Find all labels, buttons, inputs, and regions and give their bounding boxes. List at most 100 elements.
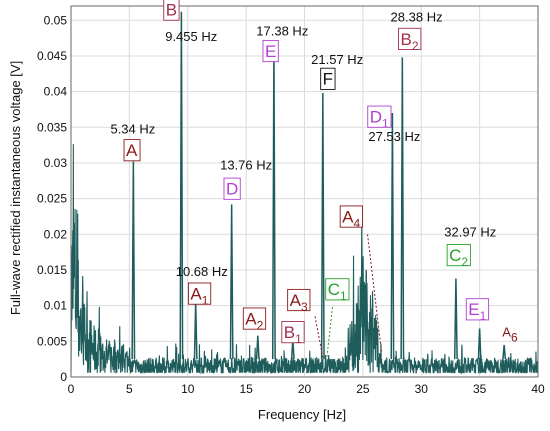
- annotation-leaders: [314, 234, 383, 360]
- lbl-E-freq: 17.38 Hz: [256, 24, 308, 39]
- lbl-F: F: [323, 70, 333, 89]
- lbl-A-freq: 5.34 Hz: [110, 121, 155, 136]
- lbl-A2-box: [242, 307, 267, 330]
- lbl-C1-group: C1: [325, 278, 350, 303]
- lbl-D1: D1: [370, 108, 389, 131]
- lbl-D-freq-group: 13.76 Hz: [220, 158, 272, 173]
- spectrum-peak: [271, 43, 276, 360]
- annotations: B 9.455 Hz 17.38 Hz E 28.38 Hz B2 21.57 Hz F D12…: [110, 0, 518, 346]
- lbl-E1-group: E1: [465, 298, 490, 323]
- lbl-A2: A2: [245, 309, 263, 332]
- lbl-B2-freq-group: 28.38 Hz: [391, 9, 443, 24]
- spectrum-peak: [229, 204, 234, 360]
- lbl-D1-box: [367, 105, 392, 128]
- spectrum-peak: [390, 113, 395, 360]
- lbl-E-freq-group: 17.38 Hz: [256, 24, 308, 39]
- lbl-B-freq-group: 9.455 Hz: [165, 29, 217, 44]
- y-tick-labels: 0 0.005 0.01 0.015 0.02 0.025 0.03 0.035 0.04 0.0…: [37, 13, 67, 384]
- lbl-C2-group: C2: [446, 244, 471, 269]
- x-tick-label: 40: [531, 382, 545, 396]
- y-tick-label: 0.005: [37, 334, 67, 348]
- spectrum-peak: [320, 93, 325, 360]
- y-tick-label: 0.025: [37, 192, 67, 206]
- y-axis-label: Full-wave rectified instantaneous voltag…: [8, 61, 23, 315]
- lbl-A-freq-group: 5.34 Hz: [110, 121, 155, 136]
- lbl-B2-group: B2: [398, 27, 422, 53]
- lbl-B2: B2: [401, 30, 419, 53]
- lbl-A2-group: A2: [242, 307, 267, 332]
- lbl-A3: A3: [290, 291, 308, 314]
- x-tick-label: 35: [473, 382, 487, 396]
- lbl-D1-freq: 27.53 Hz: [368, 129, 420, 144]
- lbl-A3-group: A3: [287, 288, 311, 314]
- y-tick-label: 0.035: [37, 120, 67, 134]
- lbl-B2-freq: 28.38 Hz: [391, 9, 443, 24]
- x-tick-labels: 0 5 10 15 20 25 30 35 40: [68, 382, 545, 396]
- lbl-B-freq: 9.455 Hz: [165, 29, 217, 44]
- lbl-A4-box: [339, 205, 363, 228]
- lbl-D-freq: 13.76 Hz: [220, 158, 272, 173]
- spectrum-peak: [477, 328, 482, 360]
- x-axis-label: Frequency [Hz]: [258, 407, 346, 422]
- lbl-E-group: E: [262, 39, 279, 63]
- lbl-A6: A6: [502, 325, 518, 345]
- lbl-B1-box: [281, 321, 305, 344]
- spectrum-peak: [502, 344, 507, 360]
- lbl-A1-group: A1: [187, 282, 212, 307]
- spectrum-peak: [193, 302, 198, 360]
- lbl-C2-box: [446, 244, 471, 267]
- lbl-A1: A1: [190, 284, 208, 307]
- lbl-B1: B1: [284, 323, 302, 346]
- lbl-E1-box: [465, 298, 490, 321]
- lbl-B: B: [166, 1, 177, 20]
- lbl-F-box: [320, 67, 336, 90]
- y-tick-label: 0.02: [44, 227, 68, 241]
- x-tick-label: 15: [239, 382, 253, 396]
- lbl-C2-freq-group: 32.97 Hz: [444, 225, 496, 240]
- lbl-F-group: F: [320, 67, 336, 90]
- y-tick-label: 0.015: [37, 263, 67, 277]
- y-tick-label: 0.01: [44, 299, 68, 313]
- lbl-B-group: B: [163, 0, 180, 21]
- x-tick-label: 25: [356, 382, 370, 396]
- lbl-A: A: [126, 141, 138, 160]
- lbl-F-freq: 21.57 Hz: [311, 52, 363, 67]
- y-tick-label: 0.045: [37, 49, 67, 63]
- x-tick-label: 30: [415, 382, 429, 396]
- grid: [70, 6, 539, 378]
- lbl-A1-box: [187, 282, 212, 305]
- lbl-D: D: [226, 180, 238, 199]
- y-tick-label: 0: [60, 370, 67, 384]
- lbl-E1: E1: [468, 300, 486, 323]
- lbl-A1-freq-group: 10.68 Hz: [176, 264, 228, 279]
- lbl-A4: A4: [342, 207, 360, 230]
- y-tick-label: 0.04: [44, 85, 68, 99]
- y-tick-label: 0.03: [44, 156, 68, 170]
- x-tick-label: 0: [68, 382, 75, 396]
- spectrum-trace: [70, 144, 539, 375]
- lbl-E: E: [265, 42, 276, 61]
- lbl-B2-box: [398, 27, 422, 50]
- lbl-B1-group: B1: [281, 321, 305, 346]
- spectrum-peak: [255, 335, 260, 360]
- lbl-D-box: [223, 177, 241, 200]
- leader-line: [326, 307, 334, 360]
- lbl-F-freq-group: 21.57 Hz: [311, 52, 363, 67]
- x-tick-label: 10: [181, 382, 195, 396]
- spectrum-peak: [179, 11, 184, 360]
- x-tick-label: 5: [126, 382, 133, 396]
- lbl-D1-group: D1: [367, 105, 392, 131]
- lbl-D-group: D: [223, 177, 241, 200]
- leader-line: [314, 316, 324, 360]
- lbl-A6-group: A6: [502, 325, 518, 345]
- lbl-B-box: [163, 0, 180, 21]
- spectrum-peak: [131, 161, 136, 360]
- spectrum-peak: [400, 57, 405, 360]
- spectrum-peak: [453, 278, 458, 360]
- lbl-A1-freq: 10.68 Hz: [176, 264, 228, 279]
- plot-frame: [70, 5, 539, 378]
- lbl-A4-group: A4: [339, 205, 363, 230]
- y-tick-label: 0.05: [44, 13, 68, 27]
- lbl-A-group: A: [123, 139, 141, 162]
